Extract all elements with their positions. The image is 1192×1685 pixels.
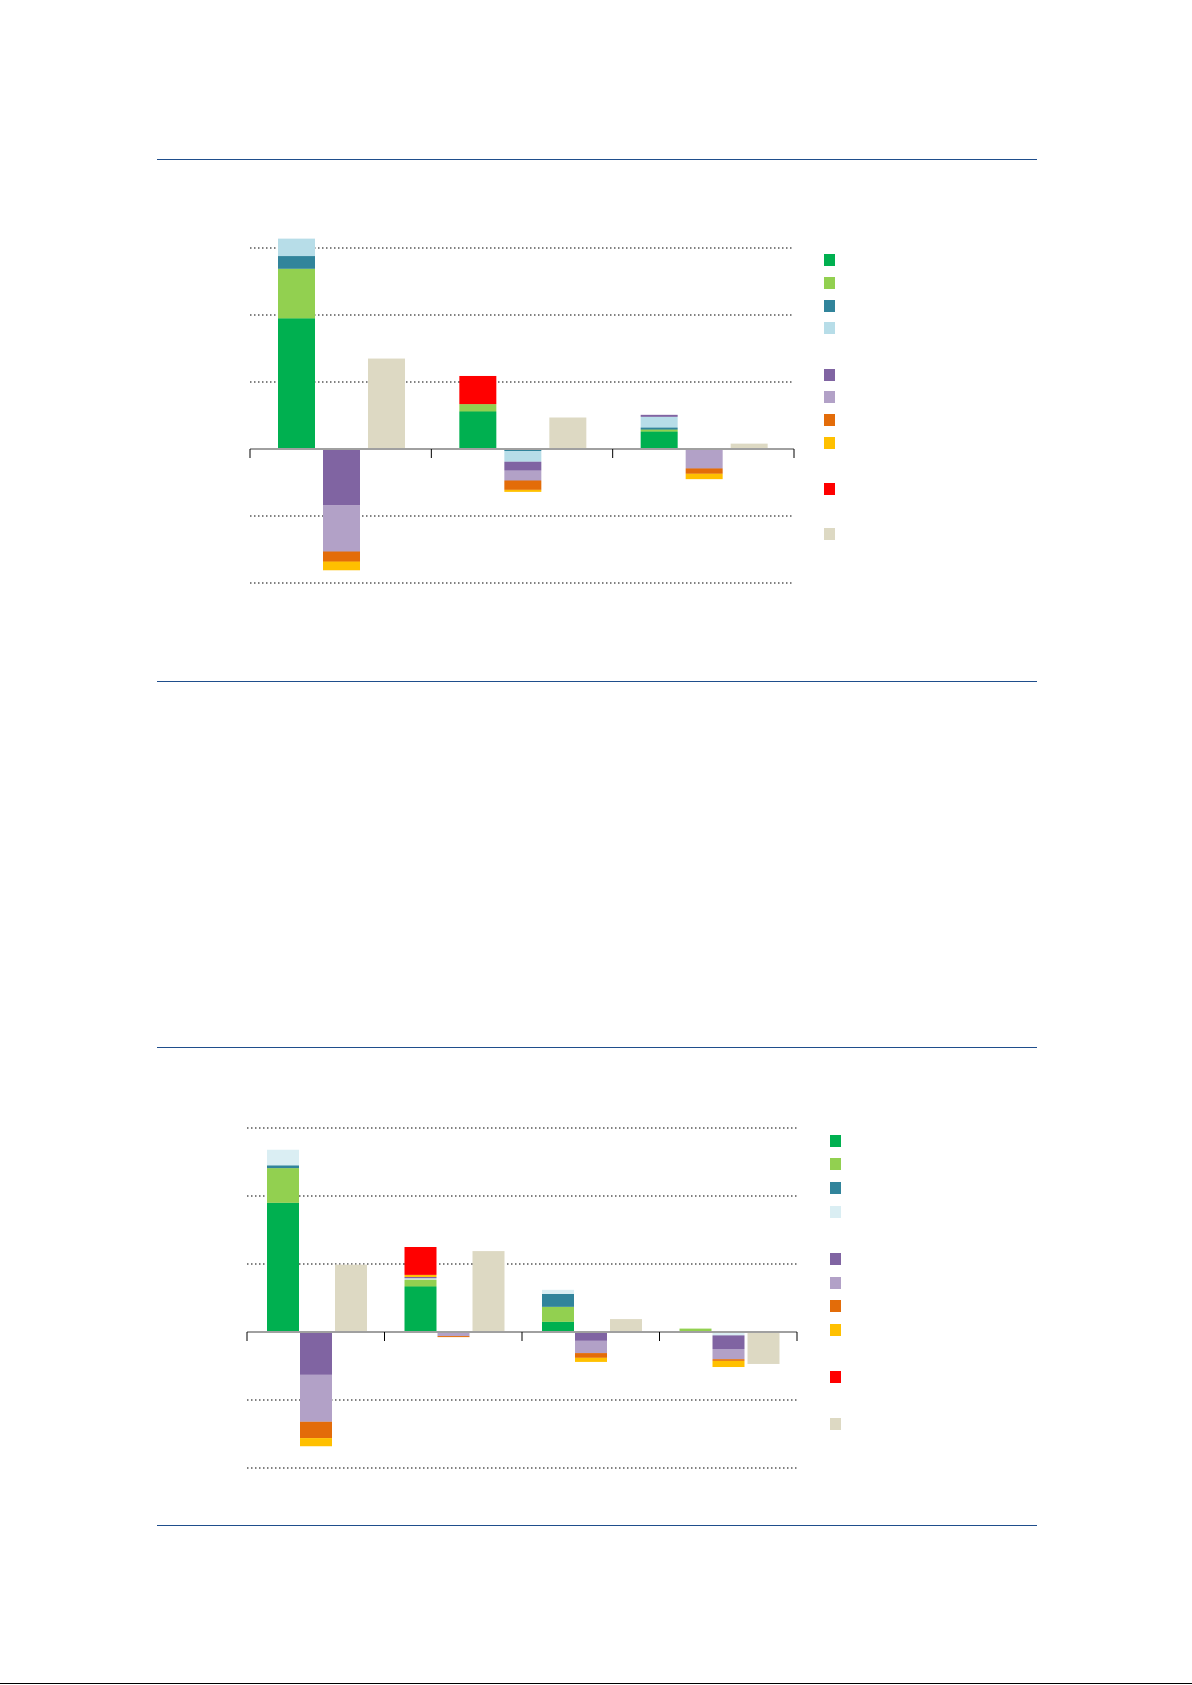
chart-2-bar-segment xyxy=(712,1332,745,1336)
top-rule-chart-1 xyxy=(157,159,1037,160)
chart-2-bar-segment xyxy=(679,1328,712,1332)
chart-1-bar-segment xyxy=(640,427,678,430)
chart-2-bar-segment xyxy=(712,1349,745,1360)
chart-2-bar-segment xyxy=(575,1357,607,1362)
chart-2-bar-segment xyxy=(404,1276,437,1279)
chart-1-bar-segment xyxy=(549,417,587,449)
chart-2-bar-segment xyxy=(575,1353,607,1358)
chart-1-bar-segment xyxy=(278,256,315,269)
chart-1-bar-segment xyxy=(323,449,360,506)
chart-2-bar-segment xyxy=(300,1374,332,1422)
chart-2-bar-segment xyxy=(267,1165,299,1169)
chart-1-bar-segment xyxy=(685,468,723,474)
chart-1-bar-segment xyxy=(459,411,497,449)
chart-2-bar-segment xyxy=(437,1332,470,1337)
chart-2-legend-swatch xyxy=(830,1324,841,1336)
bottom-rule-chart-2 xyxy=(157,1525,1037,1526)
chart-2-bar-segment xyxy=(335,1264,367,1332)
chart-1-legend-swatch xyxy=(824,414,835,426)
chart-1-legend-swatch xyxy=(824,322,835,334)
chart-1-bar-segment xyxy=(504,461,542,471)
chart-2-bar-segment xyxy=(267,1149,299,1166)
chart-2-legend-swatch xyxy=(830,1135,841,1147)
chart-1-bar-segment xyxy=(459,375,497,405)
chart-2-bar-segment xyxy=(712,1359,745,1361)
chart-2-bar-segment xyxy=(404,1274,437,1277)
chart-2-bar-segment xyxy=(610,1319,642,1332)
chart-1-bar-segment xyxy=(278,238,315,257)
chart-1-bar-segment xyxy=(368,358,405,449)
chart-2-bar-segment xyxy=(542,1289,574,1294)
chart-2-legend-swatch xyxy=(830,1206,841,1218)
chart-1-bar-segment xyxy=(640,429,678,432)
chart-1-bar-segment xyxy=(459,404,497,412)
chart-1-legend-swatch xyxy=(824,277,835,289)
page-footer-rule xyxy=(0,1683,1192,1684)
chart-1-bar-segment xyxy=(685,449,723,469)
chart-1-bar-segment xyxy=(323,561,360,571)
chart-1-bar-segment xyxy=(278,318,315,449)
chart-1-bar-segment xyxy=(278,268,315,319)
chart-2-legend-swatch xyxy=(830,1277,841,1289)
chart-1-bar-segment xyxy=(504,480,542,490)
chart-2-legend-swatch xyxy=(830,1182,841,1194)
chart-1-legend-swatch xyxy=(824,528,835,540)
chart-2-bar-segment xyxy=(747,1332,780,1364)
chart-2-bar-segment xyxy=(404,1286,437,1332)
chart-2-legend-swatch xyxy=(830,1300,841,1312)
chart-1-bar-segment xyxy=(504,470,542,481)
chart-2-bar-segment xyxy=(404,1247,437,1275)
bottom-rule-chart-1 xyxy=(157,681,1037,682)
chart-2-bar-segment xyxy=(267,1202,299,1332)
chart-2-bar-segment xyxy=(300,1332,332,1375)
chart-2-bar-segment xyxy=(712,1360,745,1368)
chart-2-bar-segment xyxy=(575,1332,607,1341)
chart-1-bar-segment xyxy=(504,451,542,462)
chart-2-bar-segment xyxy=(300,1438,332,1447)
chart-2-legend-swatch xyxy=(830,1253,841,1265)
chart-1-legend-swatch xyxy=(824,254,835,266)
chart-1-legend-swatch xyxy=(824,369,835,381)
chart-1-bar-segment xyxy=(323,505,360,552)
chart-1-bar-segment xyxy=(504,489,542,492)
chart-2-bar-segment xyxy=(404,1279,437,1287)
chart-2-bar-segment xyxy=(267,1168,299,1203)
chart-1-bar-segment xyxy=(323,551,360,562)
top-rule-chart-2 xyxy=(157,1047,1037,1048)
chart-2-legend-swatch xyxy=(830,1371,841,1383)
chart-2-bar-segment xyxy=(472,1251,505,1332)
chart-2-bar-segment xyxy=(542,1306,574,1322)
chart-2-bar-segment xyxy=(575,1340,607,1354)
chart-2-bar-segment xyxy=(712,1335,745,1349)
chart-1-bar-segment xyxy=(640,414,678,417)
chart-2-bar-segment xyxy=(542,1321,574,1332)
chart-1-bar-segment xyxy=(640,416,678,428)
chart-2-bar-segment xyxy=(404,1278,437,1280)
chart-2-legend-swatch xyxy=(830,1158,841,1170)
chart-1-legend-swatch xyxy=(824,437,835,449)
chart-1-bar-segment xyxy=(504,449,542,452)
chart-2-bar-segment xyxy=(300,1421,332,1439)
chart-1-legend-swatch xyxy=(824,483,835,495)
chart-1-legend-swatch xyxy=(824,300,835,312)
chart-2-bar-segment xyxy=(542,1293,574,1307)
chart-1-bar-segment xyxy=(640,431,678,449)
chart-2-legend-swatch xyxy=(830,1418,841,1430)
chart-1-legend-swatch xyxy=(824,391,835,403)
chart-1-bar-segment xyxy=(730,443,768,449)
chart-2-bar-segment xyxy=(437,1336,470,1338)
chart-1-bar-segment xyxy=(685,473,723,480)
